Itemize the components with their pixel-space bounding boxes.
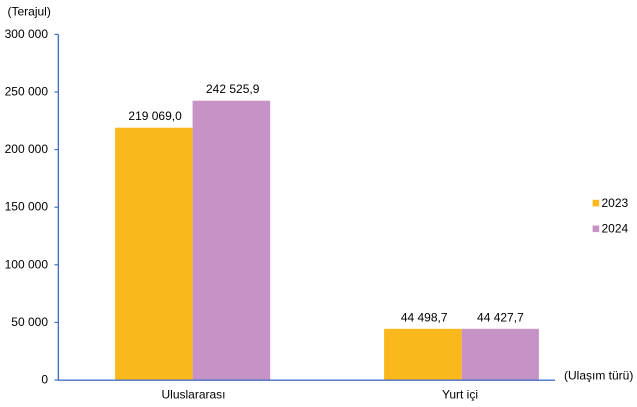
svg-text:(Ulaşım türü): (Ulaşım türü) [564, 368, 633, 382]
svg-text:44 427,7: 44 427,7 [477, 310, 524, 324]
svg-text:2024: 2024 [602, 222, 629, 236]
svg-text:300 000: 300 000 [5, 27, 49, 41]
svg-text:0: 0 [41, 373, 48, 387]
svg-text:100 000: 100 000 [5, 257, 49, 271]
svg-text:242 525,9: 242 525,9 [206, 82, 260, 96]
svg-text:219 069,0: 219 069,0 [128, 109, 182, 123]
svg-text:44 498,7: 44 498,7 [401, 310, 448, 324]
svg-text:150 000: 150 000 [5, 200, 49, 214]
svg-text:50 000: 50 000 [11, 315, 48, 329]
svg-text:Yurt içi: Yurt içi [442, 387, 478, 401]
svg-text:Uluslararası: Uluslararası [161, 387, 225, 401]
svg-text:(Terajul): (Terajul) [8, 4, 51, 18]
svg-text:250 000: 250 000 [5, 85, 49, 99]
svg-text:2023: 2023 [602, 196, 629, 210]
svg-text:200 000: 200 000 [5, 142, 49, 156]
